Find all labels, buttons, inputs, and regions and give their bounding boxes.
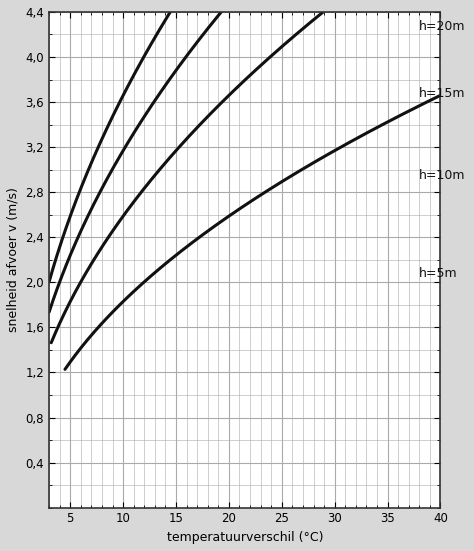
Y-axis label: snelheid afvoer v (m/s): snelheid afvoer v (m/s) xyxy=(7,187,20,332)
Text: h=20m: h=20m xyxy=(419,20,466,33)
Text: h=10m: h=10m xyxy=(419,169,466,182)
Text: h=5m: h=5m xyxy=(419,267,458,280)
X-axis label: temperatuurverschil (°C): temperatuurverschil (°C) xyxy=(166,531,323,544)
Text: h=15m: h=15m xyxy=(419,87,466,100)
